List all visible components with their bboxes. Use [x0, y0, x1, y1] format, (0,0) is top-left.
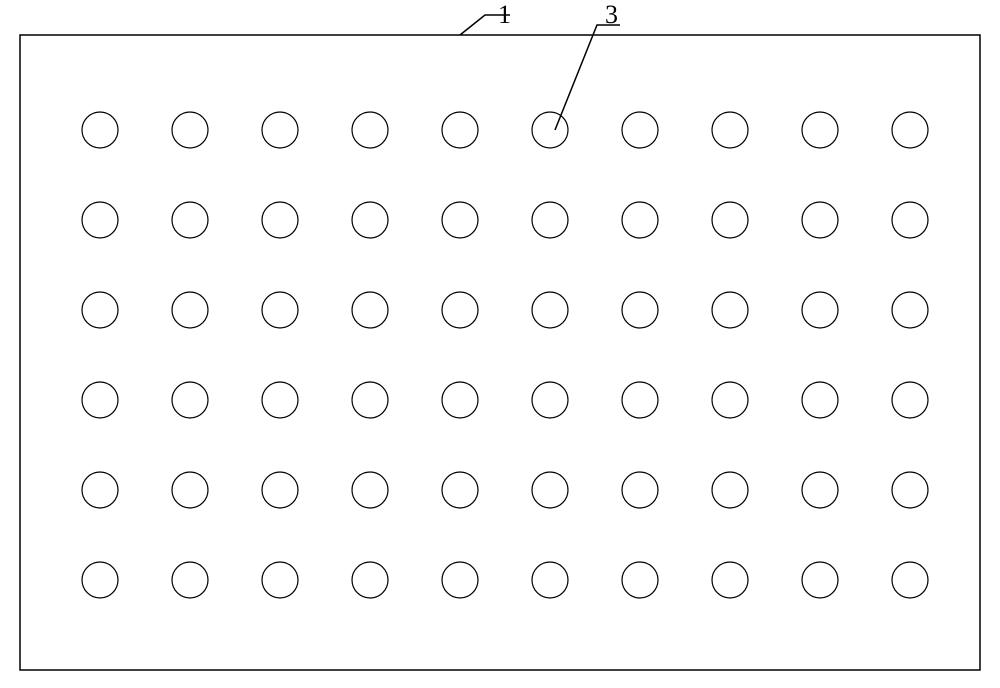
diagram-svg	[0, 0, 1000, 688]
hole-circle	[82, 382, 118, 418]
hole-circle	[712, 292, 748, 328]
hole-circle	[892, 562, 928, 598]
hole-circle	[532, 112, 568, 148]
hole-circle	[892, 292, 928, 328]
hole-circle	[622, 112, 658, 148]
hole-circle	[712, 562, 748, 598]
hole-circle	[172, 202, 208, 238]
hole-circle	[442, 202, 478, 238]
hole-circle	[352, 562, 388, 598]
hole-circle	[262, 562, 298, 598]
hole-circle	[442, 382, 478, 418]
hole-circle	[352, 382, 388, 418]
hole-circle	[352, 112, 388, 148]
hole-circle	[532, 202, 568, 238]
hole-circle	[172, 292, 208, 328]
hole-circle	[442, 112, 478, 148]
hole-circle	[352, 292, 388, 328]
hole-circle	[712, 472, 748, 508]
callout-label-1: 1	[498, 0, 511, 30]
hole-circle	[712, 112, 748, 148]
hole-circle	[352, 202, 388, 238]
hole-circle	[622, 202, 658, 238]
hole-circle	[262, 202, 298, 238]
hole-circle	[712, 202, 748, 238]
hole-circle	[442, 472, 478, 508]
hole-circle	[532, 382, 568, 418]
outer-plate	[20, 35, 980, 670]
hole-circle	[892, 112, 928, 148]
hole-circle	[892, 382, 928, 418]
hole-circle	[802, 472, 838, 508]
hole-circle	[802, 112, 838, 148]
hole-circle	[82, 292, 118, 328]
diagram-canvas: 1 3	[0, 0, 1000, 688]
callout-label-3: 3	[605, 0, 618, 30]
hole-circle	[892, 472, 928, 508]
hole-circle	[82, 112, 118, 148]
hole-circle	[622, 292, 658, 328]
hole-circle	[172, 472, 208, 508]
hole-circle	[262, 112, 298, 148]
hole-circle	[622, 472, 658, 508]
hole-circle	[802, 292, 838, 328]
hole-circle	[802, 202, 838, 238]
hole-circle	[802, 382, 838, 418]
hole-circle	[262, 382, 298, 418]
hole-circle	[892, 202, 928, 238]
hole-circle	[532, 292, 568, 328]
hole-circle	[622, 562, 658, 598]
hole-circle	[442, 292, 478, 328]
hole-circle	[532, 472, 568, 508]
hole-circle	[442, 562, 478, 598]
hole-circle	[82, 202, 118, 238]
hole-circle	[172, 112, 208, 148]
hole-circle	[262, 472, 298, 508]
hole-circle	[82, 562, 118, 598]
hole-circle	[712, 382, 748, 418]
hole-circle	[172, 382, 208, 418]
hole-circle	[532, 562, 568, 598]
hole-circle	[622, 382, 658, 418]
leader-3	[555, 25, 620, 130]
hole-circle	[262, 292, 298, 328]
hole-circle	[802, 562, 838, 598]
hole-circle	[172, 562, 208, 598]
hole-circle	[82, 472, 118, 508]
hole-circle	[352, 472, 388, 508]
